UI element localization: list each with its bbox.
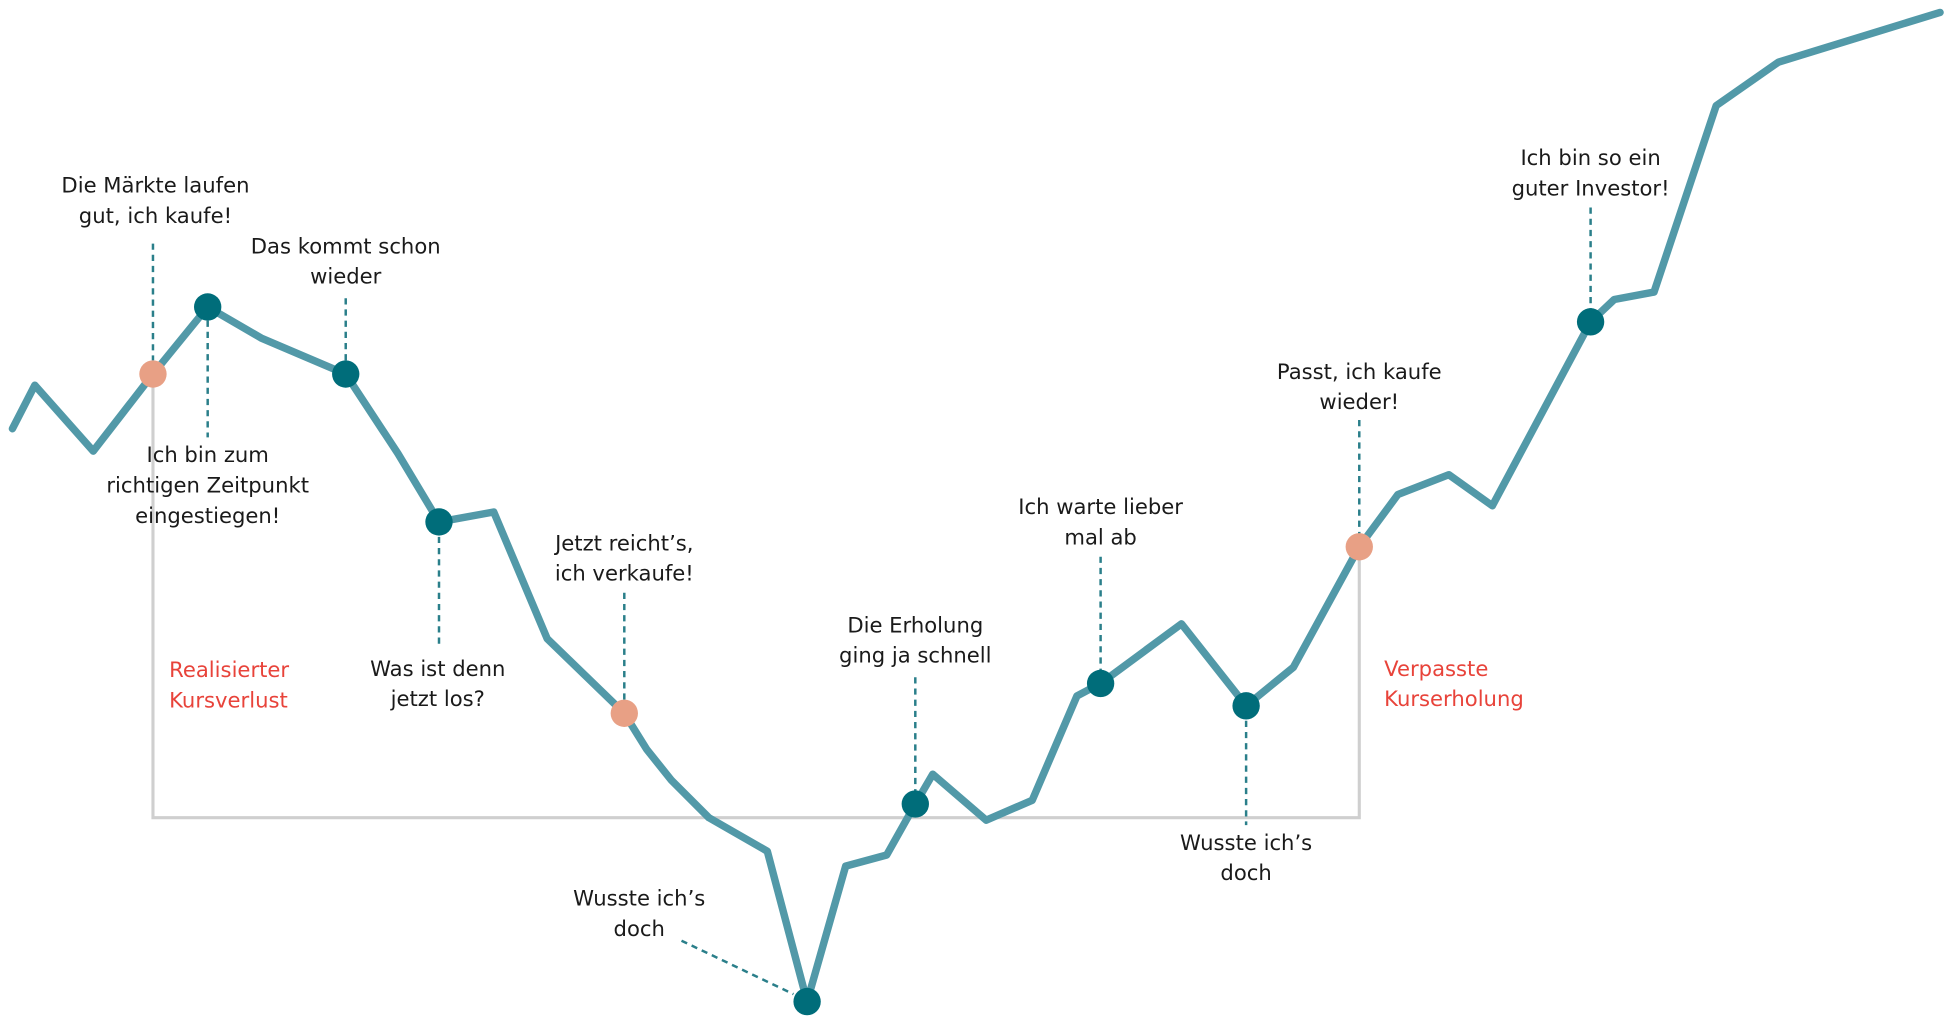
annotation: Ich warte lieber mal ab bbox=[1018, 494, 1183, 549]
points bbox=[139, 293, 1605, 1016]
text-line: guter Investor! bbox=[1512, 176, 1670, 201]
text-line: Wusste ich’s bbox=[1180, 830, 1312, 855]
text-line: Kursverlust bbox=[169, 687, 288, 712]
text-line: mal ab bbox=[1064, 525, 1136, 550]
annotation: Ich bin so ein guter Investor! bbox=[1512, 145, 1670, 200]
annotation: Jetzt reicht’s, ich verkaufe! bbox=[553, 530, 694, 585]
annotation: Die Erholung ging ja schnell bbox=[839, 612, 992, 667]
text-line: Passt, ich kaufe bbox=[1277, 359, 1442, 384]
annotation: Die Märkte laufen gut, ich kaufe! bbox=[61, 172, 249, 227]
text-line: richtigen Zeitpunkt bbox=[106, 473, 309, 498]
connectors bbox=[151, 207, 1592, 996]
text-line: Ich warte lieber bbox=[1018, 494, 1183, 519]
zone-label: Verpasste Kurserholung bbox=[1384, 656, 1524, 711]
text-line: jetzt los? bbox=[390, 686, 485, 711]
text-line: Ich bin so ein bbox=[1520, 145, 1660, 170]
text-line: Was ist denn bbox=[370, 656, 505, 681]
price-line bbox=[8, 8, 1944, 1006]
text-line: doch bbox=[1220, 860, 1271, 885]
text-line: Realisierter bbox=[169, 657, 289, 682]
annotation: Wusste ich’s doch bbox=[1180, 830, 1312, 885]
text-line: Die Märkte laufen bbox=[61, 172, 249, 197]
annotation: Was ist denn jetzt los? bbox=[370, 656, 505, 711]
text-line: Jetzt reicht’s, bbox=[553, 530, 693, 555]
bracket bbox=[151, 374, 1361, 820]
text-line: Ich bin zum bbox=[146, 442, 268, 467]
text-line: wieder! bbox=[1319, 389, 1399, 414]
text-line: Die Erholung bbox=[847, 612, 983, 637]
text-line: ich verkaufe! bbox=[555, 561, 694, 586]
text-line: wieder bbox=[310, 264, 382, 289]
text-line: Verpasste bbox=[1384, 656, 1488, 681]
text-line: ging ja schnell bbox=[839, 643, 992, 668]
text-line: doch bbox=[614, 916, 665, 941]
zone-label: Realisierter Kursverlust bbox=[169, 657, 289, 712]
text-line: eingestiegen! bbox=[135, 503, 280, 528]
text-line: Das kommt schon bbox=[251, 233, 441, 258]
annotation: Das kommt schon wieder bbox=[251, 233, 441, 288]
annotation: Wusste ich’s doch bbox=[573, 886, 705, 941]
text-line: Wusste ich’s bbox=[573, 886, 705, 911]
labels: Die Märkte laufen gut, ich kaufe! Das komm… bbox=[61, 145, 1669, 941]
text-line: Kurserholung bbox=[1384, 686, 1524, 711]
text-line: gut, ich kaufe! bbox=[79, 203, 232, 228]
annotation: Passt, ich kaufe wieder! bbox=[1277, 359, 1442, 414]
annotation: Ich bin zum richtigen Zeitpunkt eingestieg… bbox=[106, 442, 309, 528]
